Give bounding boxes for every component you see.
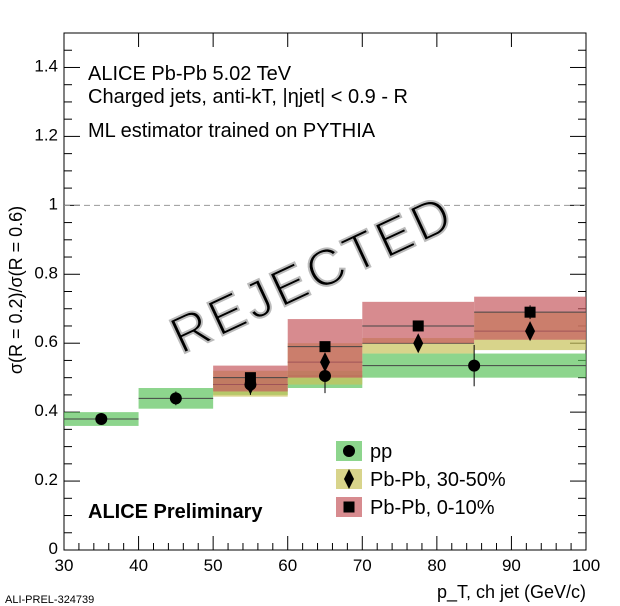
x-tick-label: 50 (204, 556, 223, 575)
data-point-square (244, 372, 256, 384)
x-tick-label: 100 (572, 556, 600, 575)
annotation-collision: ALICE Pb-Pb 5.02 TeV (88, 63, 292, 85)
data-point-square (412, 320, 424, 332)
legend-marker (343, 445, 355, 457)
legend-label: Pb-Pb, 30-50% (370, 469, 506, 491)
x-tick-label: 60 (278, 556, 297, 575)
y-tick-label: 1.4 (34, 56, 58, 75)
x-tick-label: 40 (129, 556, 148, 575)
data-point-square (524, 306, 536, 318)
data-point-square (319, 341, 331, 353)
y-axis-label: σ(R = 0.2)/σ(R = 0.6) (6, 206, 26, 374)
y-tick-label: 1.2 (34, 125, 58, 144)
x-tick-label: 30 (55, 556, 74, 575)
legend-label: pp (370, 441, 392, 463)
y-tick-label: 0 (49, 539, 58, 558)
legend-marker (343, 501, 355, 513)
footer-id: ALI-PREL-324739 (5, 594, 94, 606)
x-tick-label: 80 (427, 556, 446, 575)
data-point-circle (468, 359, 481, 372)
data-point-circle (169, 392, 182, 405)
data-point-circle (95, 413, 108, 426)
x-tick-label: 70 (353, 556, 372, 575)
data-point-diamond (525, 321, 536, 342)
y-tick-label: 0.2 (34, 470, 58, 489)
y-tick-label: 1 (49, 194, 58, 213)
data-point-diamond (413, 333, 424, 354)
x-axis-label: p_T, ch jet (GeV/c) (437, 582, 586, 603)
annotation-ml: ML estimator trained on PYTHIA (88, 120, 376, 142)
annotation-preliminary: ALICE Preliminary (88, 501, 263, 523)
legend-label: Pb-Pb, 0-10% (370, 497, 495, 519)
y-tick-label: 0.4 (34, 401, 58, 420)
data-point-diamond (320, 352, 330, 373)
y-tick-label: 0.6 (34, 332, 58, 351)
legend-marker (344, 469, 354, 489)
annotation-jets: Charged jets, anti-kT, |ηjet| < 0.9 - R (88, 86, 408, 108)
data-point-circle (319, 369, 331, 382)
x-tick-label: 90 (502, 556, 521, 575)
y-tick-label: 0.8 (34, 263, 58, 282)
